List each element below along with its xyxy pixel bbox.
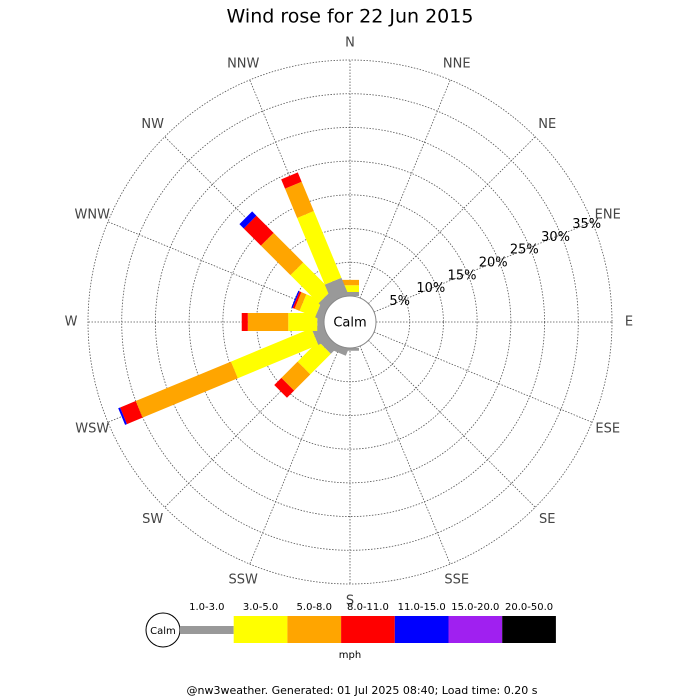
grid-ring [87,59,613,585]
direction-label: W [65,315,78,330]
grid-spoke [107,221,327,313]
bar-segment [274,377,295,398]
r-tick-label: 5% [389,294,410,309]
bar-segment [297,341,331,375]
grid-ring [188,160,512,484]
legend-label: 15.0-20.0 [451,602,499,613]
chart-title: Wind rose for 22 Jun 2015 [227,6,474,28]
bar-segment [294,292,307,311]
bar-segment [243,215,274,246]
legend-swatch [448,616,503,643]
bar-segment [324,277,349,302]
bar-segment [230,328,319,379]
direction-label: SW [142,512,163,527]
grid-spoke [249,345,341,565]
legend-label: 8.0-11.0 [347,602,389,613]
bar-segment [341,279,359,286]
direction-label: NNE [443,57,471,72]
calm-label: Calm [333,316,366,331]
direction-label: N [345,36,355,51]
r-tick-label: 35% [572,217,601,232]
r-tick-label: 30% [541,230,570,245]
calm-circle [323,295,377,349]
bar-segment [260,232,304,276]
legend-unit: mph [339,650,361,661]
legend-swatch [287,616,342,643]
bar-segment [281,361,311,391]
bar-segment [239,211,257,229]
direction-label: WSW [75,421,109,436]
legend-calm-label: Calm [150,626,176,637]
bar-segment [281,172,302,189]
grid-spoke [368,340,536,508]
direction-label: ENE [595,208,621,223]
legend-swatch [502,616,556,643]
bar-segment [118,407,127,425]
bar-segment [285,181,314,218]
legend-label: 20.0-50.0 [505,602,553,613]
direction-label: NE [538,117,556,132]
grid-spoke [373,331,593,423]
grid-spoke [368,136,536,304]
direction-label: E [625,315,633,330]
bar-segment [292,291,302,309]
bar-segment [291,290,300,308]
bar-segment [290,262,332,304]
bar-segment [241,313,248,331]
legend-swatch [180,626,234,634]
grid-spoke [359,79,451,299]
direction-label: NW [141,117,164,132]
direction-label: SSW [229,572,259,587]
direction-label: WNW [75,208,111,223]
bar-segment [120,401,143,425]
grid-spoke [373,221,593,313]
bar-segment [288,313,318,331]
legend-label: 11.0-15.0 [398,602,446,613]
footer: @nw3weather. Generated: 01 Jul 2025 08:4… [187,684,538,697]
direction-label: SSE [444,572,469,587]
legend-label: 1.0-3.0 [189,602,224,613]
r-tick-label: 20% [479,256,508,271]
direction-label: SE [539,512,555,527]
bar-segment [135,361,238,418]
legend-label: 3.0-5.0 [243,602,278,613]
direction-label: S [346,594,354,609]
direction-label: ESE [595,421,620,436]
grid-ring [222,194,478,450]
legend-label: 5.0-8.0 [297,602,332,613]
legend-swatch [233,616,288,643]
bar-segment [297,211,342,285]
r-tick-label: 25% [510,243,539,258]
r-tick-label: 15% [448,268,477,283]
legend-swatch [394,616,449,643]
direction-label: NNW [227,57,259,72]
legend-swatch [341,616,395,643]
bar-segment [247,313,289,331]
r-tick-label: 10% [416,281,445,296]
grid-spoke [359,345,451,565]
